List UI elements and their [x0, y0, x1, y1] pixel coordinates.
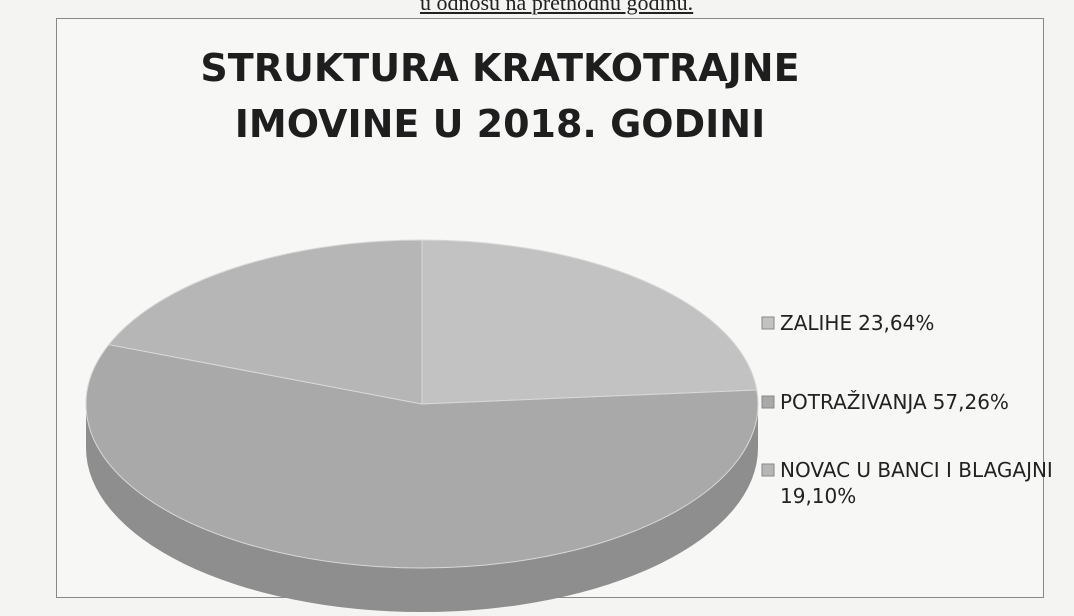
- page-text: u odnosu na prethodnu godinu.: [420, 0, 694, 15]
- legend-value: 57,26%: [933, 390, 1009, 414]
- pie-slice: [421, 239, 758, 405]
- legend-value: 23,64%: [858, 311, 934, 335]
- legend-label: ZALIHE 23,64%: [780, 311, 934, 335]
- legend-category: POTRAŽIVANJA: [780, 390, 927, 414]
- legend-swatch: [761, 463, 775, 477]
- legend-swatch: [761, 395, 775, 409]
- chart-title: STRUKTURA KRATKOTRAJNE IMOVINE U 2018. G…: [200, 46, 800, 146]
- legend-label: POTRAŽIVANJA 57,26%: [780, 390, 1009, 414]
- legend-label: NOVAC U BANCI I BLAGAJNI 19,10%: [780, 458, 1053, 508]
- legend-swatch: [761, 316, 775, 330]
- pie-slice: [107, 239, 423, 405]
- legend-category: ZALIHE: [780, 311, 852, 335]
- pie-slice: [85, 344, 759, 569]
- legend-category: NOVAC U BANCI I BLAGAJNI: [780, 458, 1053, 482]
- legend-value: 19,10%: [780, 484, 856, 508]
